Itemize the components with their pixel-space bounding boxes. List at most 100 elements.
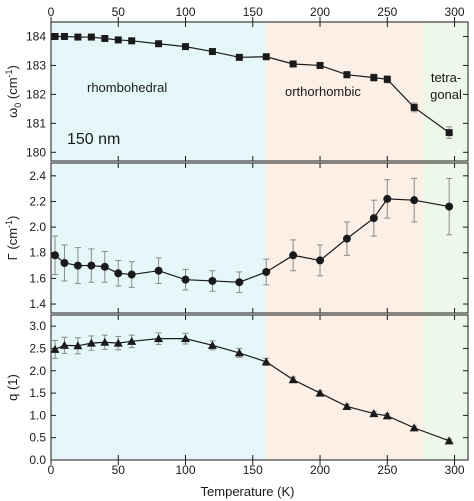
data-point xyxy=(262,53,270,61)
data-point xyxy=(288,375,298,384)
phase-label: rhombohedral xyxy=(87,80,167,95)
y-axis-label: q (1) xyxy=(5,374,20,401)
data-point xyxy=(208,276,217,285)
data-point xyxy=(261,357,271,366)
y-axis-label-part: ) xyxy=(5,216,20,220)
data-point xyxy=(207,340,217,349)
data-point xyxy=(60,259,69,267)
x-top-tick-label: 100 xyxy=(176,5,196,19)
y-axis-label-part: Γ (cm xyxy=(5,228,20,260)
y-axis-label-part: -1 xyxy=(4,69,14,77)
x-bottom-tick-label: 50 xyxy=(112,463,126,477)
data-point xyxy=(445,129,453,137)
y-tick-label: 180 xyxy=(26,145,46,159)
data-point xyxy=(114,36,122,44)
data-point xyxy=(86,338,96,347)
y-axis-label-part: -1 xyxy=(4,220,14,228)
y-tick-label: 2.4 xyxy=(29,169,46,183)
panel-frame xyxy=(50,21,469,162)
panel-frame xyxy=(50,162,469,314)
y-tick-label: 2.5 xyxy=(29,341,46,355)
y-tick-label: 2.2 xyxy=(29,194,46,208)
panel-omega: 180 181 182 183 184 ω0 (cm-1) xyxy=(4,21,469,162)
y-tick-label: 182 xyxy=(26,87,46,101)
size-annotation: 150 nm xyxy=(67,131,120,148)
data-point xyxy=(113,338,123,347)
data-point xyxy=(369,409,379,418)
x-axis-label: Temperature (K) xyxy=(201,484,295,499)
x-top-tick-label: 250 xyxy=(377,5,397,19)
data-point xyxy=(73,341,83,350)
data-point xyxy=(128,37,136,45)
data-point xyxy=(51,251,60,260)
x-bottom-tick-label: 300 xyxy=(445,463,465,477)
data-point xyxy=(101,35,109,43)
data-point xyxy=(208,48,216,56)
y-tick-label: 1.0 xyxy=(29,408,46,422)
data-point xyxy=(235,53,243,61)
data-point xyxy=(316,256,325,265)
x-top-tick-label: 300 xyxy=(445,5,465,19)
data-point xyxy=(383,194,392,203)
y-tick-label: 183 xyxy=(26,58,46,72)
phase-band-2 xyxy=(423,22,468,460)
y-tick-label: 0.5 xyxy=(29,431,46,445)
y-tick-label: 1.8 xyxy=(29,246,46,260)
data-point xyxy=(181,275,190,284)
data-point xyxy=(155,40,163,48)
data-point xyxy=(154,334,164,343)
y-tick-label: 1.4 xyxy=(29,297,46,311)
data-point xyxy=(343,71,351,79)
data-point xyxy=(182,43,190,51)
y-axis-label-part: ω xyxy=(5,108,20,118)
x-bottom-tick-label: 150 xyxy=(243,463,263,477)
data-point xyxy=(444,436,454,445)
x-top-tick-label: 50 xyxy=(112,5,126,19)
data-point xyxy=(445,202,454,211)
data-point xyxy=(74,33,82,41)
data-point xyxy=(409,423,419,432)
data-point xyxy=(59,340,69,349)
data-point xyxy=(382,411,392,420)
x-bottom-tick-label: 250 xyxy=(377,463,397,477)
data-point xyxy=(181,334,191,343)
x-bottom-tick-label: 200 xyxy=(310,463,330,477)
data-point xyxy=(262,267,271,276)
data-point xyxy=(342,401,352,410)
y-tick-label: 1.6 xyxy=(29,271,46,285)
panel-gamma: 1.4 1.6 1.8 2.0 2.2 2.4 Γ (cm-1) xyxy=(4,162,469,314)
phase-label: gonal xyxy=(430,87,462,102)
data-point xyxy=(127,336,137,345)
y-tick-label: 3.0 xyxy=(29,319,46,333)
y-tick-label: 2.0 xyxy=(29,220,46,234)
data-point xyxy=(234,348,244,357)
data-point xyxy=(100,262,109,271)
phase-label: orthorhombic xyxy=(285,84,361,99)
data-point xyxy=(289,60,297,68)
data-point xyxy=(316,61,324,69)
y-axis-label-part: q (1) xyxy=(5,374,20,401)
x-top-tick-label: 200 xyxy=(310,5,330,19)
data-point xyxy=(87,261,96,270)
x-bottom-tick-label: 0 xyxy=(48,463,55,477)
y-tick-label: 0.0 xyxy=(29,453,46,467)
x-bottom-tick-label: 100 xyxy=(176,463,196,477)
data-point xyxy=(154,266,163,275)
phase-band-0 xyxy=(51,22,267,460)
data-point xyxy=(370,74,378,82)
data-point xyxy=(60,32,68,40)
y-axis-label: ω0 (cm-1) xyxy=(4,65,23,118)
panel-q: 0.0 0.5 1.0 1.5 2.0 2.5 3.0 q (1) xyxy=(5,314,469,467)
data-point xyxy=(51,32,59,40)
data-point xyxy=(127,270,136,279)
panel-frame xyxy=(50,314,469,461)
data-point xyxy=(342,234,351,243)
data-point xyxy=(100,337,110,346)
y-axis-label-part: ) xyxy=(5,65,20,69)
data-point xyxy=(289,251,298,260)
data-point xyxy=(383,75,391,83)
y-axis-label-part: (cm xyxy=(5,77,20,102)
data-point xyxy=(410,103,418,111)
data-point xyxy=(235,278,244,287)
